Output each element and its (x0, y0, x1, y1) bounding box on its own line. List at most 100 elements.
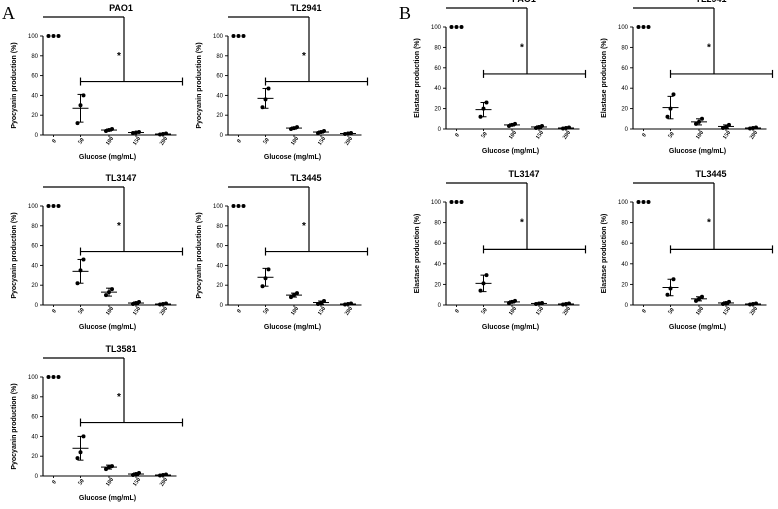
y-axis-label: Pyocyanin production (%) (196, 212, 203, 298)
data-point (349, 301, 353, 306)
x-tick-label: 200 (344, 136, 354, 147)
data-point (694, 298, 698, 303)
data-point (78, 103, 83, 108)
x-tick-label: 150 (317, 136, 327, 147)
x-axis-label: Glucose (mg/mL) (669, 324, 726, 331)
chart-a-tl3445: TL3445 0 20 40 60 80 100 0 50 100 150 200 Glucose (m… (196, 173, 369, 331)
x-tick-label: 150 (317, 306, 327, 317)
data-point (564, 125, 568, 130)
data-point (295, 291, 299, 296)
data-point (134, 130, 138, 135)
x-tick-label: 50 (263, 137, 271, 145)
data-point (694, 121, 698, 126)
data-point (263, 97, 268, 102)
data-point (51, 204, 56, 208)
data-point (316, 131, 320, 136)
data-point (641, 200, 646, 204)
data-point (513, 298, 517, 303)
x-tick-label: 50 (78, 307, 86, 315)
y-axis-label: Elastase production (%) (414, 38, 421, 118)
data-point (81, 257, 86, 262)
x-tick-label: 150 (722, 306, 732, 317)
y-tick-label: 60 (31, 415, 38, 421)
data-point (75, 456, 80, 461)
data-point (697, 296, 701, 301)
chart-title: TL3147 (508, 169, 539, 179)
data-point (478, 114, 483, 119)
data-point (671, 277, 676, 282)
data-point (346, 302, 350, 307)
y-tick-label: 100 (431, 25, 442, 31)
x-tick-label: 100 (105, 306, 115, 317)
data-point (107, 128, 111, 133)
y-axis-label: Pyocyanin production (%) (11, 212, 18, 298)
data-point (510, 299, 514, 304)
panel-label-b: B (399, 3, 411, 23)
y-tick-label: 100 (618, 200, 629, 206)
data-point (104, 293, 108, 298)
y-tick-label: 100 (213, 34, 224, 40)
x-tick-label: 200 (749, 306, 759, 317)
data-point (231, 204, 236, 208)
chart-a-tl2941: TL2941 0 20 40 60 80 100 0 50 100 150 200 Glucose (m… (196, 3, 369, 161)
y-tick-label: 40 (31, 434, 38, 440)
data-point (131, 131, 135, 136)
y-tick-label: 40 (434, 262, 441, 268)
data-point (449, 200, 454, 204)
data-point (343, 302, 347, 307)
y-tick-label: 80 (434, 221, 441, 227)
data-point (751, 125, 755, 130)
data-point (534, 125, 538, 130)
data-point (81, 434, 86, 439)
y-axis-label: Elastase production (%) (414, 214, 421, 294)
x-tick-label: 100 (290, 306, 300, 317)
data-point (748, 126, 752, 131)
significance-star: * (520, 42, 524, 53)
y-tick-label: 80 (621, 45, 628, 51)
data-point (164, 472, 168, 477)
data-point (641, 25, 646, 29)
data-point (721, 125, 725, 130)
x-axis-label: Glucose (mg/mL) (264, 324, 321, 331)
y-tick-label: 0 (220, 303, 224, 309)
data-point (636, 200, 641, 204)
x-tick-label: 200 (159, 136, 169, 147)
x-tick-label: 150 (132, 477, 142, 488)
data-point (507, 300, 511, 305)
data-point (289, 127, 293, 132)
chart-a-pao1: PAO1 0 20 40 60 80 100 0 50 100 150 200 Glucose (mg/… (11, 3, 184, 161)
y-tick-label: 80 (31, 54, 38, 60)
significance-star: * (520, 218, 524, 229)
x-tick-label: 200 (562, 130, 572, 141)
chart-title: TL3147 (105, 173, 136, 183)
data-point (727, 299, 731, 304)
data-point (289, 295, 293, 300)
data-point (46, 204, 51, 208)
data-point (346, 131, 350, 136)
data-point (700, 294, 704, 299)
y-tick-label: 20 (621, 107, 628, 113)
data-point (343, 132, 347, 137)
y-tick-label: 20 (434, 107, 441, 113)
data-point (454, 25, 459, 29)
data-point (665, 114, 670, 119)
x-tick-label: 200 (562, 306, 572, 317)
y-tick-label: 40 (31, 93, 38, 99)
significance-star: * (707, 42, 711, 53)
data-point (56, 204, 61, 208)
x-tick-label: 50 (481, 307, 489, 315)
data-point (349, 131, 353, 136)
y-tick-label: 0 (625, 127, 629, 133)
x-tick-label: 50 (668, 131, 676, 139)
x-tick-label: 0 (454, 308, 461, 314)
x-tick-label: 100 (508, 130, 518, 141)
data-point (56, 375, 61, 379)
data-point (161, 302, 165, 307)
y-axis-label: Pyocyanin production (%) (196, 42, 203, 128)
data-point (263, 276, 268, 281)
y-tick-label: 80 (434, 45, 441, 51)
data-point (260, 105, 265, 110)
x-axis-label: Glucose (mg/mL) (482, 148, 539, 155)
